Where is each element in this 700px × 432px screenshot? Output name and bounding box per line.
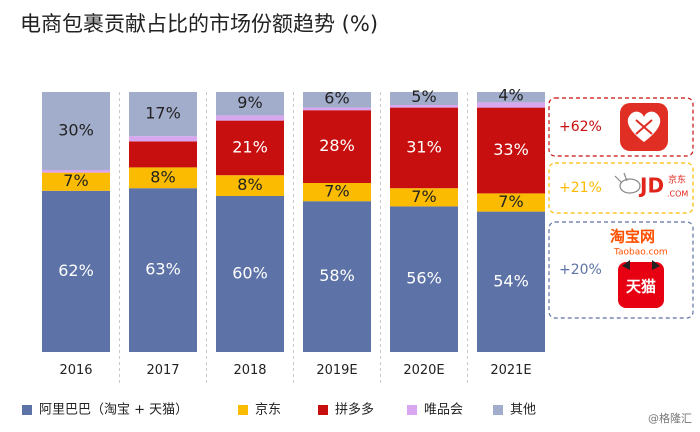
data-label: 33%	[493, 140, 529, 159]
bar-segment	[303, 107, 371, 111]
x-tick-label: 2020E	[403, 363, 444, 378]
data-label: 9%	[237, 93, 262, 112]
bar-segment	[42, 172, 110, 191]
jd-logo-text: JD	[638, 174, 664, 198]
bar-segment	[42, 170, 110, 173]
bar-segment	[477, 193, 545, 212]
bar-segment	[216, 175, 284, 196]
data-label: 28%	[319, 136, 355, 155]
legend-swatch	[238, 405, 248, 415]
watermark: @格隆汇	[648, 412, 692, 425]
annotation-box	[548, 162, 694, 214]
bar-segment	[390, 188, 458, 207]
x-tick-label: 2018	[233, 363, 266, 378]
data-label: 63%	[145, 260, 181, 279]
legend-swatch	[22, 405, 32, 415]
data-label: 17%	[145, 104, 181, 123]
tmall-logo-text: 天猫	[626, 278, 656, 296]
bar-segment	[390, 107, 458, 189]
data-label: 4%	[498, 86, 523, 105]
bar-segment	[42, 92, 110, 170]
legend-entry: 其他	[510, 403, 536, 418]
data-label: 54%	[493, 271, 529, 290]
data-label: 7%	[498, 192, 523, 211]
legend-swatch	[493, 405, 503, 415]
pinduoduo-logo-icon	[620, 103, 668, 151]
annotation-box	[548, 221, 694, 319]
x-tick-label: 2019E	[316, 363, 357, 378]
bar-segment	[129, 141, 197, 168]
bar-segment	[303, 92, 371, 108]
taobao-logo-icon: 淘宝网 Taobao.com	[609, 228, 668, 258]
data-label: 6%	[324, 88, 349, 107]
data-label: 60%	[232, 264, 268, 283]
jd-logo-icon: JD 京东 .COM	[614, 172, 688, 199]
bars-group: 62% 7% 30% 63% 8% 17% 60% 8% 21% 9% 58% 7% 28% 6% 56% 7…	[42, 86, 545, 384]
bar-segment	[42, 190, 110, 352]
bar-segment	[390, 105, 458, 108]
jd-logo-com: .COM	[667, 190, 688, 199]
x-tick-label: 2017	[146, 363, 179, 378]
bar-segment	[477, 92, 545, 103]
bar-segment	[303, 201, 371, 352]
tmall-logo-icon: 天猫	[618, 260, 664, 308]
data-label: 8%	[150, 167, 175, 186]
data-label: 7%	[324, 182, 349, 201]
legend-entry: 唯品会	[424, 403, 463, 418]
data-label: 58%	[319, 266, 355, 285]
data-label: 62%	[58, 261, 94, 280]
data-label: 7%	[63, 171, 88, 190]
data-label: 21%	[232, 137, 268, 156]
bar-segment	[129, 188, 197, 352]
x-tick-label: 2021E	[490, 363, 531, 378]
legend-entry: 京东	[255, 403, 281, 418]
bar-segment	[216, 92, 284, 116]
bar-segment	[390, 92, 458, 105]
data-label: 56%	[406, 269, 442, 288]
bar-segment	[129, 167, 197, 189]
bar-segment	[129, 92, 197, 137]
data-label: 7%	[411, 187, 436, 206]
annotation-text: +62%	[559, 119, 602, 135]
data-label: 8%	[237, 175, 262, 194]
bar-segment	[303, 110, 371, 183]
chart-title: 电商包裹贡献占比的市场份额趋势 (%)	[20, 12, 379, 36]
legend: 阿里巴巴（淘宝 + 天猫） 京东 拼多多 唯品会 其他	[22, 402, 536, 418]
taobao-logo-cn: 淘宝网	[609, 228, 655, 246]
data-label: 31%	[406, 137, 442, 156]
bar-segment	[216, 120, 284, 176]
annotation-text: +20%	[559, 262, 602, 278]
annotations: +62% +21% +20% JD 京东 .COM 淘宝网 Taobao.com 天猫	[548, 97, 694, 319]
legend-swatch	[318, 405, 328, 415]
bar-segment	[477, 211, 545, 352]
data-label: 5%	[411, 87, 436, 106]
bar-segment	[477, 102, 545, 108]
bar-segment	[303, 183, 371, 202]
annotation-text: +21%	[559, 180, 602, 196]
bar-segment	[129, 136, 197, 142]
annotation-box	[548, 97, 694, 157]
bar-segment	[216, 115, 284, 121]
data-label: 30%	[58, 121, 94, 140]
legend-entry: 拼多多	[335, 402, 374, 418]
x-axis-ticks: 2016 2017 2018 2019E 2020E 2021E	[59, 363, 531, 378]
x-tick-label: 2016	[59, 363, 92, 378]
legend-swatch	[407, 405, 417, 415]
taobao-logo-url: Taobao.com	[613, 248, 668, 258]
jd-logo-cn: 京东	[668, 174, 686, 186]
legend-entry: 阿里巴巴（淘宝 + 天猫）	[39, 403, 188, 418]
bar-segment	[477, 107, 545, 194]
bar-segment	[390, 206, 458, 352]
bar-segment	[216, 196, 284, 352]
